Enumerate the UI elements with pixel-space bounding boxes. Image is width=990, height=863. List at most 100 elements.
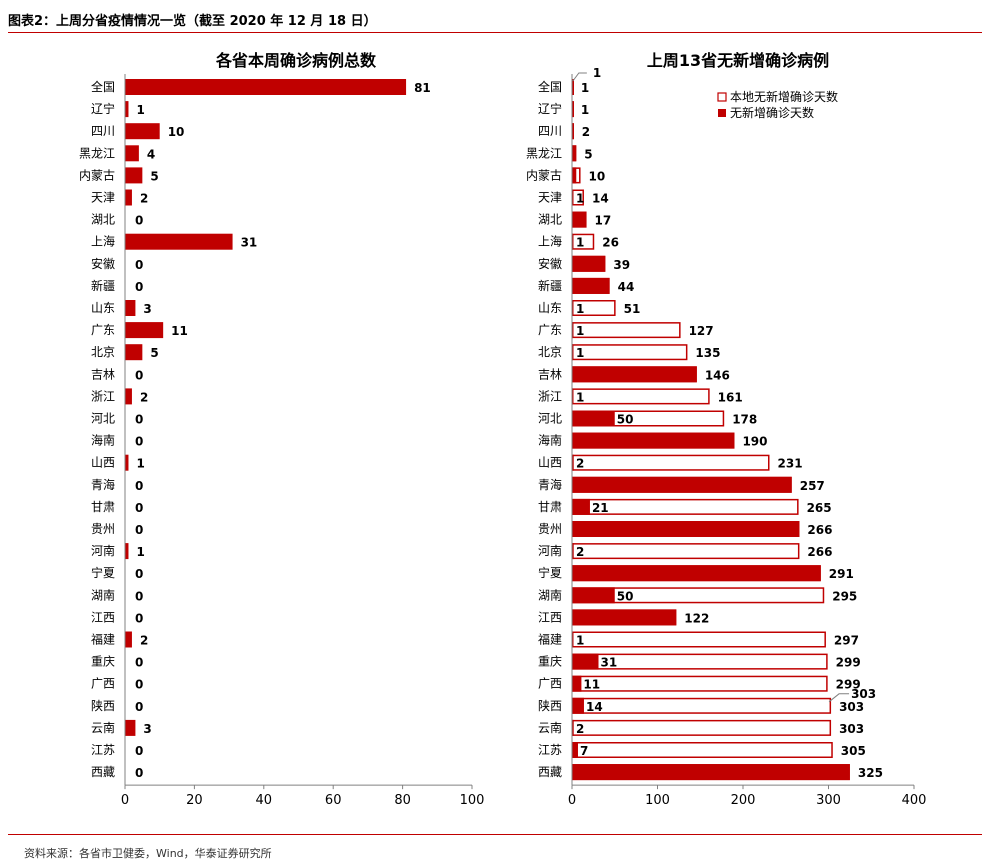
- left-data-label-19: 0: [135, 501, 143, 515]
- left-category-label-30: 江苏: [91, 743, 115, 757]
- left-x-tick-label-5: 100: [460, 793, 485, 808]
- legend-label-filled: 无新增确诊天数: [730, 105, 814, 120]
- left-category-label-10: 山东: [91, 301, 115, 315]
- right-category-label-30: 江苏: [538, 743, 562, 757]
- left-x-tick-label-0: 0: [121, 793, 129, 808]
- right-total-label-23: 295: [832, 589, 857, 603]
- left-data-label-5: 2: [140, 192, 148, 206]
- left-category-label-11: 广东: [91, 323, 115, 337]
- right-filled-bar-山西: [572, 454, 574, 471]
- right-filled-bar-黑龙江: [572, 145, 577, 162]
- left-bar-上海: [125, 233, 233, 250]
- right-total-label-6: 17: [595, 214, 612, 228]
- right-total-label-7: 26: [602, 236, 619, 250]
- left-category-label-20: 贵州: [91, 522, 115, 536]
- left-category-label-21: 河南: [91, 543, 115, 558]
- left-category-label-25: 福建: [91, 632, 115, 647]
- right-filled-bar-西藏: [572, 764, 850, 781]
- right-category-label-2: 四川: [538, 124, 562, 138]
- right-inner-label-21: 2: [576, 545, 584, 559]
- right-inner-label-17: 2: [576, 457, 584, 471]
- right-filled-bar-云南: [572, 719, 574, 736]
- right-category-label-23: 湖南: [538, 587, 562, 602]
- right-filled-bar-湖南: [572, 587, 615, 604]
- legend-swatch-filled: [718, 109, 726, 117]
- left-category-label-18: 青海: [91, 477, 115, 492]
- right-outline-bar-河南: [572, 543, 800, 560]
- left-data-label-29: 3: [143, 722, 151, 736]
- left-data-label-3: 4: [147, 147, 155, 161]
- right-filled-bar-河北: [572, 410, 615, 427]
- right-total-label-2: 2: [582, 125, 590, 139]
- right-total-label-9: 44: [618, 280, 635, 294]
- left-data-label-15: 0: [135, 413, 143, 427]
- right-category-label-28: 陕西: [538, 698, 562, 713]
- right-filled-bar-四川: [572, 123, 574, 140]
- right-outline-bar-山西: [572, 454, 770, 471]
- left-category-label-9: 新疆: [91, 278, 115, 293]
- left-bar-四川: [125, 123, 160, 140]
- right-filled-bar-甘肃: [572, 498, 590, 515]
- right-total-label-25: 297: [834, 634, 859, 648]
- source-note: 资料来源：各省市卫健委，Wind，华泰证券研究所: [24, 847, 272, 860]
- right-total-label-19: 265: [807, 501, 832, 515]
- left-data-label-30: 0: [135, 744, 143, 758]
- right-callout-label-1: 303: [851, 687, 876, 701]
- right-total-label-17: 231: [778, 457, 803, 471]
- right-x-tick-label-2: 200: [731, 793, 756, 808]
- right-category-label-10: 山东: [538, 301, 562, 315]
- left-bar-辽宁: [125, 101, 129, 118]
- right-filled-bar-吉林: [572, 366, 697, 383]
- right-x-tick-label-1: 100: [645, 793, 670, 808]
- left-category-label-12: 北京: [91, 345, 115, 359]
- right-callout-leader-1: [828, 693, 850, 703]
- right-filled-bar-江西: [572, 609, 677, 626]
- left-data-label-6: 0: [135, 214, 143, 228]
- right-filled-bar-重庆: [572, 653, 599, 670]
- right-callout-leader-0: [572, 72, 587, 82]
- figure-title: 图表2：上周分省疫情情况一览（截至 2020 年 12 月 18 日）: [8, 14, 377, 29]
- left-category-label-22: 宁夏: [91, 565, 115, 580]
- right-category-label-5: 天津: [538, 191, 562, 205]
- left-data-label-14: 2: [140, 390, 148, 404]
- right-inner-label-25: 1: [576, 634, 584, 648]
- right-total-label-13: 146: [705, 368, 730, 382]
- left-category-label-19: 甘肃: [91, 500, 115, 514]
- left-category-label-14: 浙江: [91, 389, 115, 403]
- right-category-label-4: 内蒙古: [526, 167, 562, 182]
- right-inner-label-26: 31: [601, 656, 618, 670]
- legend-label-outline: 本地无新增确诊天数: [730, 89, 838, 104]
- left-x-tick-label-3: 60: [325, 793, 342, 808]
- left-data-label-17: 1: [136, 457, 144, 471]
- left-data-label-28: 0: [135, 700, 143, 714]
- left-bar-云南: [125, 719, 136, 736]
- bottom-rule: [8, 834, 982, 835]
- left-category-label-24: 江西: [91, 610, 115, 624]
- right-total-label-28: 303: [839, 700, 864, 714]
- right-filled-bar-安徽: [572, 255, 606, 272]
- right-x-tick-label-4: 400: [902, 793, 927, 808]
- right-category-label-16: 海南: [538, 433, 562, 448]
- right-filled-bar-海南: [572, 432, 735, 449]
- right-total-label-0: 1: [581, 81, 589, 95]
- right-total-label-26: 299: [836, 656, 861, 670]
- right-outline-bar-浙江: [572, 388, 710, 405]
- left-data-label-21: 1: [136, 545, 144, 559]
- right-total-label-15: 178: [732, 413, 757, 427]
- left-x-tick-label-2: 40: [256, 793, 273, 808]
- right-category-label-1: 辽宁: [538, 101, 562, 116]
- right-total-label-22: 291: [829, 567, 854, 581]
- left-data-label-2: 10: [168, 125, 185, 139]
- left-data-label-18: 0: [135, 479, 143, 493]
- left-data-label-23: 0: [135, 589, 143, 603]
- right-inner-label-30: 7: [580, 744, 588, 758]
- right-filled-bar-宁夏: [572, 565, 821, 582]
- right-total-label-16: 190: [742, 435, 767, 449]
- right-total-label-18: 257: [800, 479, 825, 493]
- left-bar-全国: [125, 79, 407, 95]
- left-bar-黑龙江: [125, 145, 139, 162]
- right-inner-label-27: 11: [583, 678, 600, 692]
- right-inner-label-7: 1: [576, 236, 584, 250]
